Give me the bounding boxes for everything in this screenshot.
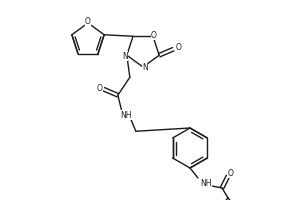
Text: N: N — [122, 52, 128, 61]
Text: O: O — [85, 18, 91, 26]
Text: N: N — [142, 64, 148, 72]
Text: NH: NH — [120, 111, 132, 120]
Text: O: O — [175, 43, 181, 52]
Text: NH: NH — [200, 180, 212, 188]
Text: O: O — [228, 168, 234, 178]
Text: O: O — [151, 31, 157, 40]
Text: O: O — [97, 84, 103, 93]
